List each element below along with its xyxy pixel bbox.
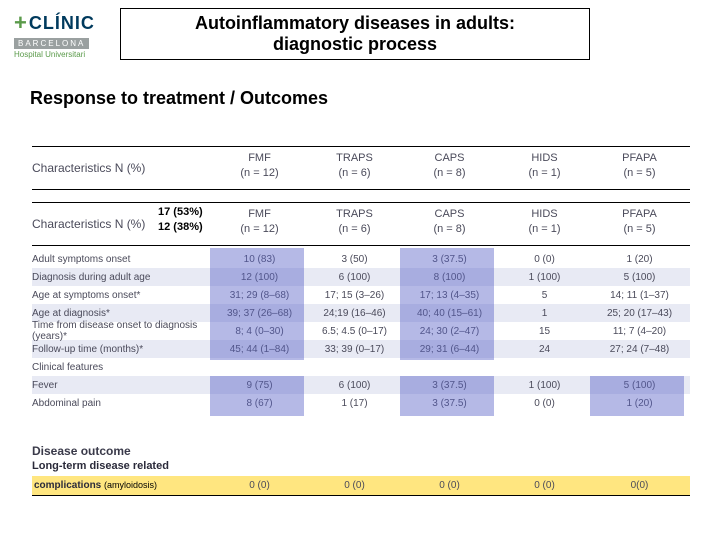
- highlight-overlay: [210, 248, 304, 360]
- hdr-col: PFAPA(n = 5): [592, 203, 687, 245]
- outcome-cell: 0 (0): [212, 480, 307, 491]
- row-cell: 6 (100): [307, 272, 402, 283]
- row-label: Diagnosis during adult age: [32, 272, 212, 283]
- row-label: Clinical features: [32, 362, 212, 373]
- row-label: Abdominal pain: [32, 398, 212, 409]
- title-l2: diagnostic process: [273, 34, 437, 54]
- logo-sub2: Hospital Universitari: [14, 50, 95, 59]
- row-cell: 15: [497, 326, 592, 337]
- hdr-col: TRAPS(n = 6): [307, 203, 402, 245]
- title-l1: Autoinflammatory diseases in adults:: [195, 13, 515, 33]
- row-cell: 17; 15 (3–26): [307, 290, 402, 301]
- table-row: Diagnosis during adult age12 (100)6 (100…: [32, 268, 690, 286]
- outcome-title: Disease outcome: [32, 444, 690, 458]
- logo-plus-icon: +: [14, 10, 27, 36]
- row-cell: 1 (17): [307, 398, 402, 409]
- outcome-block: Disease outcome Long-term disease relate…: [32, 444, 690, 496]
- outcome-cell: 0 (0): [497, 480, 592, 491]
- row-label: Age at diagnosis*: [32, 308, 212, 319]
- subtitle: Response to treatment / Outcomes: [30, 88, 328, 109]
- row-cell: 14; 11 (1–37): [592, 290, 687, 301]
- hdr-col: PFAPA(n = 5): [592, 147, 687, 189]
- row-label: Age at symptoms onset*: [32, 290, 212, 301]
- row-cell: 0 (0): [497, 398, 592, 409]
- table-row: Adult symptoms onset10 (83)3 (50)3 (37.5…: [32, 250, 690, 268]
- row-cell: 0 (0): [497, 254, 592, 265]
- table-header-1: Characteristics N (%) FMF(n = 12) TRAPS(…: [32, 146, 690, 190]
- hdr-col: CAPS(n = 8): [402, 203, 497, 245]
- highlight-overlay: [210, 376, 304, 416]
- outcome-row: complications (amyloidosis) 0 (0) 0 (0) …: [32, 476, 690, 496]
- row-cell: 1 (100): [497, 272, 592, 283]
- row-cell: 33; 39 (0–17): [307, 344, 402, 355]
- logo: + CLÍNIC BARCELONA Hospital Universitari: [14, 10, 95, 59]
- outcome-label: complications (amyloidosis): [32, 480, 212, 491]
- row-cell: 27; 24 (7–48): [592, 344, 687, 355]
- highlight-overlay: [590, 376, 684, 416]
- table-row: Time from disease onset to diagnosis (ye…: [32, 322, 690, 340]
- row-cell: 3 (50): [307, 254, 402, 265]
- logo-clinic-text: CLÍNIC: [29, 13, 95, 34]
- table-row: Age at symptoms onset*31; 29 (8–68)17; 1…: [32, 286, 690, 304]
- row-cell: 24: [497, 344, 592, 355]
- row-cell: 24;19 (16–46): [307, 308, 402, 319]
- row-label: Follow-up time (months)*: [32, 344, 212, 355]
- table-row: Follow-up time (months)*45; 44 (1–84)33;…: [32, 340, 690, 358]
- highlight-overlay: [400, 376, 494, 416]
- overlay-stat-2: 12 (38%): [158, 221, 203, 233]
- hdr-col: HIDS(n = 1): [497, 203, 592, 245]
- hdr-col: HIDS(n = 1): [497, 147, 592, 189]
- table-row: Clinical features: [32, 358, 690, 376]
- outcome-cell: 0 (0): [307, 480, 402, 491]
- row-cell: 6.5; 4.5 (0–17): [307, 326, 402, 337]
- table-header-2: Characteristics N (%) FMF(n = 12) TRAPS(…: [32, 202, 690, 246]
- outcome-cell: 0(0): [592, 480, 687, 491]
- hdr-col: FMF(n = 12): [212, 203, 307, 245]
- row-label: Time from disease onset to diagnosis (ye…: [32, 320, 212, 342]
- row-cell: 25; 20 (17–43): [592, 308, 687, 319]
- row-cell: 1 (20): [592, 254, 687, 265]
- row-cell: 5 (100): [592, 272, 687, 283]
- hdr-col: FMF(n = 12): [212, 147, 307, 189]
- title-box: Autoinflammatory diseases in adults: dia…: [120, 8, 590, 60]
- row-cell: 5: [497, 290, 592, 301]
- row-label: Adult symptoms onset: [32, 254, 212, 265]
- row-cell: 11; 7 (4–20): [592, 326, 687, 337]
- row-cell: 1 (100): [497, 380, 592, 391]
- hdr-col: CAPS(n = 8): [402, 147, 497, 189]
- row-label: Fever: [32, 380, 212, 391]
- hdr-col: TRAPS(n = 6): [307, 147, 402, 189]
- row-cell: 6 (100): [307, 380, 402, 391]
- outcome-sub: Long-term disease related: [32, 460, 690, 472]
- overlay-stat-1: 17 (53%): [158, 206, 203, 218]
- amyloidosis-note: (amyloidosis): [104, 480, 157, 490]
- row-cell: 1: [497, 308, 592, 319]
- highlight-overlay: [400, 248, 494, 360]
- hdr-label-1: Characteristics N (%): [32, 147, 212, 189]
- outcome-cell: 0 (0): [402, 480, 497, 491]
- logo-sub1: BARCELONA: [14, 38, 89, 49]
